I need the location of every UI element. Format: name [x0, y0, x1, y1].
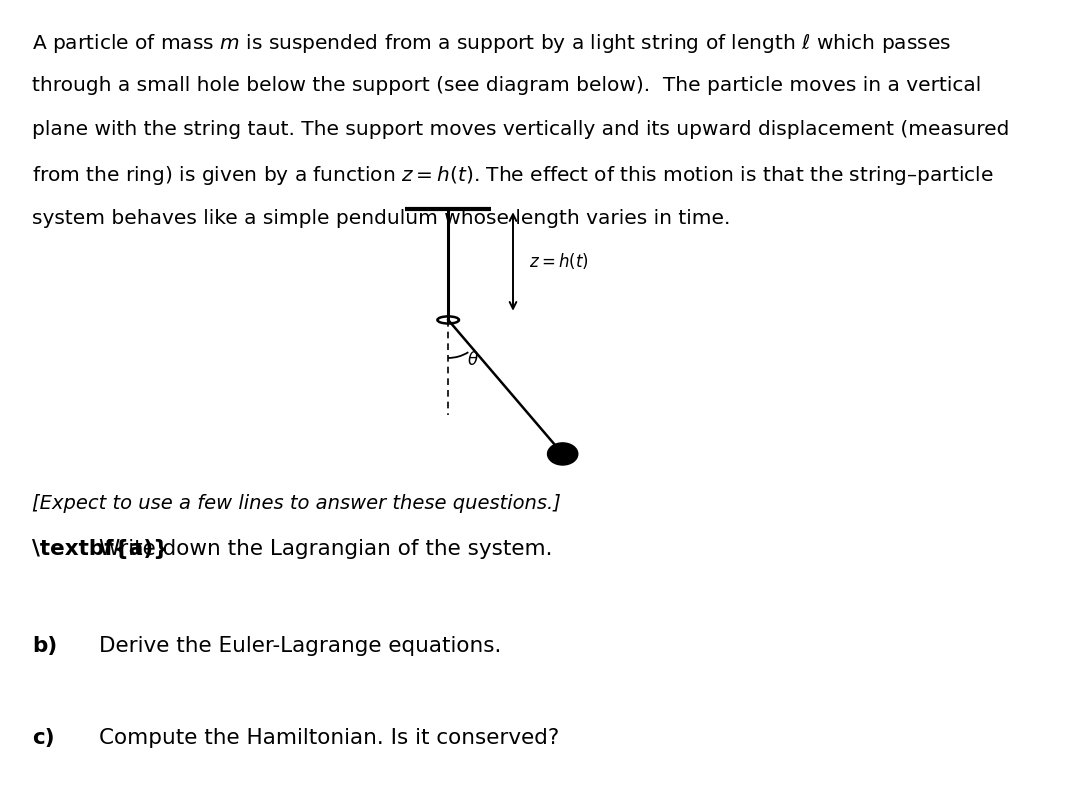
- Text: Write down the Lagrangian of the system.: Write down the Lagrangian of the system.: [99, 539, 553, 559]
- Text: A particle of mass $m$ is suspended from a support by a light string of length $: A particle of mass $m$ is suspended from…: [32, 32, 951, 55]
- Text: through a small hole below the support (see diagram below).  The particle moves : through a small hole below the support (…: [32, 76, 982, 95]
- Text: $\theta$: $\theta$: [467, 352, 478, 370]
- Text: Compute the Hamiltonian. Is it conserved?: Compute the Hamiltonian. Is it conserved…: [99, 728, 559, 748]
- Text: plane with the string taut. The support moves vertically and its upward displace: plane with the string taut. The support …: [32, 120, 1010, 139]
- Text: system behaves like a simple pendulum whose length varies in time.: system behaves like a simple pendulum wh…: [32, 209, 731, 228]
- Text: c): c): [32, 728, 55, 748]
- Text: from the ring) is given by a function $z = h(t)$. The effect of this motion is t: from the ring) is given by a function $z…: [32, 164, 994, 187]
- Text: $z=h(t)$: $z=h(t)$: [529, 251, 589, 272]
- Text: b): b): [32, 636, 57, 656]
- Circle shape: [548, 443, 578, 465]
- Text: [Expect to use a few lines to answer these questions.]: [Expect to use a few lines to answer the…: [32, 494, 562, 513]
- Text: \textbf{a)}: \textbf{a)}: [32, 539, 168, 559]
- Text: Derive the Euler-Lagrange equations.: Derive the Euler-Lagrange equations.: [99, 636, 502, 656]
